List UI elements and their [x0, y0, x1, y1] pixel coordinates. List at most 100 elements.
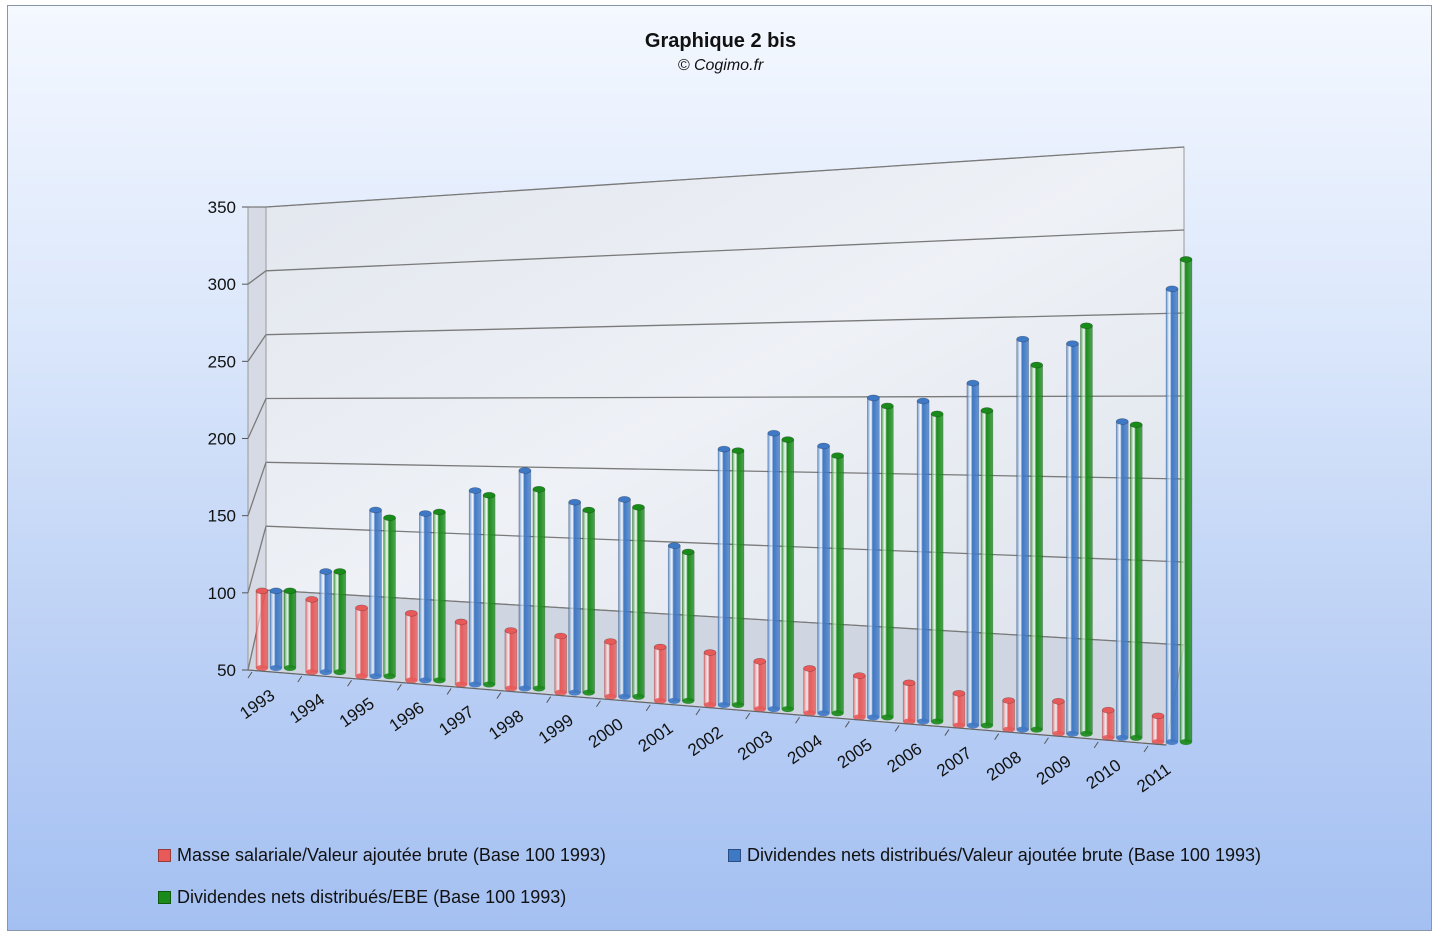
bar-2-2000: [632, 503, 645, 700]
bar-cap: [383, 514, 396, 522]
bar-0-1997: [454, 618, 468, 688]
bar-base: [554, 689, 567, 696]
bar-1-2004: [817, 442, 830, 717]
gridline: [247, 525, 267, 594]
bar-cap: [319, 568, 333, 575]
bar-1-1995: [369, 506, 382, 680]
x-tick-label: 2003: [734, 727, 776, 764]
bar-cap: [1115, 418, 1129, 425]
bar-1-1996: [419, 510, 432, 684]
bar-body: [319, 571, 333, 673]
x-tick-mark: [745, 712, 751, 720]
bar-body: [1052, 700, 1065, 735]
y-tick-label: 350: [208, 198, 236, 217]
bar-body: [283, 590, 297, 669]
bar-body: [405, 613, 418, 681]
bar-base: [817, 710, 830, 717]
bar-cap: [980, 407, 994, 414]
x-tick-mark: [1143, 745, 1149, 753]
bar-base: [1016, 726, 1029, 733]
bar-cap: [952, 689, 966, 697]
x-tick-mark: [297, 675, 303, 683]
x-tick-mark: [446, 688, 452, 695]
y-tick-label: 150: [208, 507, 236, 526]
bar-body: [632, 506, 645, 698]
legend-swatch-green: [158, 890, 171, 904]
bar-base: [853, 714, 866, 721]
bar-0-2000: [604, 638, 617, 700]
bar-base: [980, 722, 993, 729]
bar-cap: [753, 657, 767, 665]
x-tick-label: 2007: [933, 743, 975, 780]
bar-body: [554, 635, 567, 693]
bar-cap: [1101, 706, 1115, 714]
bar-base: [668, 697, 681, 704]
bar-cap: [1002, 697, 1015, 704]
bar-cap: [419, 510, 432, 517]
bar-0-1999: [554, 632, 567, 696]
gridline: [265, 146, 1185, 208]
bar-cap: [1151, 712, 1165, 720]
bar-cap: [333, 568, 347, 575]
bar-body: [333, 571, 347, 673]
bar-base: [732, 702, 744, 708]
bar-2-2007: [980, 407, 994, 729]
bar-base: [618, 693, 631, 700]
bar-body: [916, 400, 930, 722]
bar-cap: [532, 485, 546, 493]
bar-cap: [867, 394, 880, 402]
y-tick-label: 200: [208, 430, 236, 449]
bar-2-2008: [1030, 361, 1043, 733]
bar-body: [468, 490, 482, 685]
legend-item-masse-salariale: Masse salariale/Valeur ajoutée brute (Ba…: [158, 844, 606, 866]
bar-0-2007: [952, 689, 966, 729]
bar-body: [1151, 715, 1165, 743]
bar-base: [917, 718, 930, 725]
bar-base: [518, 685, 531, 692]
bar-cap: [781, 436, 795, 443]
bar-base: [1116, 734, 1129, 741]
x-tick-mark: [546, 696, 552, 703]
bar-base: [931, 718, 944, 725]
bar-2-2009: [1080, 322, 1093, 737]
gridline: [247, 462, 267, 516]
bar-cap: [554, 632, 567, 640]
gridline: [247, 334, 267, 362]
bar-base: [767, 706, 780, 713]
bar-cap: [667, 542, 681, 549]
bar-cap: [632, 503, 645, 511]
bar-cap: [504, 627, 518, 634]
bar-1-2009: [1066, 340, 1079, 737]
bar-cap: [831, 452, 844, 459]
bar-cap: [1066, 340, 1079, 347]
bar-base: [383, 673, 396, 680]
bar-cap: [1165, 285, 1179, 293]
gridline: [247, 398, 267, 439]
bar-base: [704, 702, 716, 708]
bar-cap: [482, 491, 496, 499]
bar-2-1995: [383, 514, 396, 680]
bar-0-2002: [703, 649, 717, 708]
bar-base: [284, 665, 296, 671]
bar-body: [731, 450, 745, 706]
bar-1-2002: [717, 445, 731, 708]
bar-body: [1002, 700, 1015, 730]
bar-0-1994: [305, 596, 319, 676]
bar-cap: [653, 643, 667, 651]
bar-2-2011: [1179, 256, 1193, 745]
bar-base: [604, 693, 617, 700]
bar-cap: [703, 649, 717, 656]
bar-body: [803, 668, 816, 714]
bar-base: [532, 685, 545, 692]
bar-cap: [518, 467, 532, 474]
bar-body: [817, 445, 830, 714]
bar-body: [433, 511, 446, 681]
bar-1-2001: [667, 542, 681, 704]
bar-cap: [433, 508, 446, 516]
x-tick-label: 1996: [386, 698, 428, 735]
bar-base: [654, 697, 667, 704]
bar-base: [1002, 726, 1015, 733]
bar-base: [781, 706, 794, 713]
bar-0-1993: [255, 587, 269, 671]
bar-body: [781, 439, 795, 710]
